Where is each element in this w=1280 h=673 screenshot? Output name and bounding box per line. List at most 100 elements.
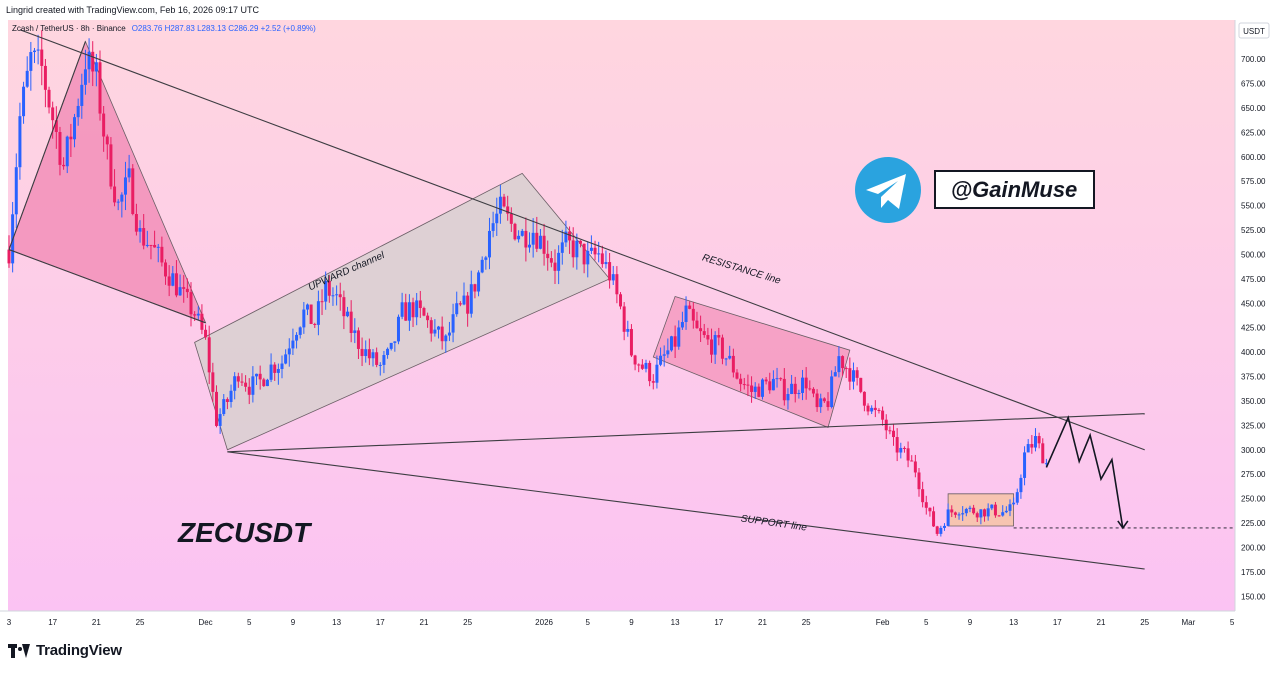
y-tick-label: 400.00 xyxy=(1241,348,1266,357)
candle-body xyxy=(160,246,164,263)
trendline xyxy=(227,413,1145,453)
x-tick-label: 25 xyxy=(802,618,811,627)
trendline xyxy=(19,29,1145,451)
candle-body xyxy=(979,509,983,518)
candle-body xyxy=(371,352,375,359)
candle-body xyxy=(699,328,703,332)
candle-body xyxy=(240,381,244,383)
trendline xyxy=(8,249,206,324)
x-tick-label: 9 xyxy=(291,618,296,627)
candle-body xyxy=(542,235,546,254)
x-tick-label: 21 xyxy=(1097,618,1106,627)
candle-body xyxy=(870,407,874,412)
candle-body xyxy=(207,337,211,373)
candle-body xyxy=(986,508,990,517)
candle-body xyxy=(549,258,553,263)
candle-body xyxy=(280,363,284,369)
candle-body xyxy=(615,274,619,295)
candle-body xyxy=(666,350,670,355)
candle-body xyxy=(1044,463,1048,465)
candle-body xyxy=(422,308,426,316)
candle-body xyxy=(316,301,320,325)
candle-body xyxy=(790,383,794,394)
brand-name: TradingView xyxy=(36,642,122,659)
candle-body xyxy=(502,196,506,207)
tradingview-logo[interactable]: TradingView xyxy=(8,642,122,659)
y-tick-label: 550.00 xyxy=(1241,202,1266,211)
social-badge[interactable]: @GainMuse xyxy=(855,157,1095,223)
candle-body xyxy=(953,512,957,515)
candle-body xyxy=(950,509,954,513)
candle-body xyxy=(1019,477,1023,493)
candle-body xyxy=(669,336,673,351)
candle-body xyxy=(455,303,459,315)
candle-body xyxy=(433,329,437,334)
y-tick-label: 450.00 xyxy=(1241,299,1266,308)
candle-body xyxy=(353,330,357,333)
symbol-line: Zcash / TetherUS · 8h · Binance O283.76 H… xyxy=(12,24,316,33)
candle-body xyxy=(531,232,535,245)
candle-body xyxy=(236,376,240,382)
candle-body xyxy=(673,336,677,347)
candle-body xyxy=(819,398,823,408)
candle-body xyxy=(378,364,382,366)
candle-body xyxy=(440,326,444,342)
x-tick-label: 5 xyxy=(1230,618,1235,627)
x-tick-label: 9 xyxy=(968,618,973,627)
candle-body xyxy=(138,228,142,232)
candle-body xyxy=(753,386,757,392)
trendline xyxy=(8,41,86,250)
candle-body xyxy=(538,235,542,249)
candle-body xyxy=(451,314,455,333)
candle-body xyxy=(771,378,775,391)
candle-body xyxy=(265,379,269,387)
x-tick-label: 17 xyxy=(1053,618,1062,627)
candle-body xyxy=(757,386,761,397)
x-tick-label: 17 xyxy=(714,618,723,627)
candle-body xyxy=(881,410,885,420)
y-tick-label: 150.00 xyxy=(1241,592,1266,601)
candle-body xyxy=(123,177,127,195)
price-axis[interactable] xyxy=(1235,20,1280,632)
candle-body xyxy=(578,240,582,244)
candle-body xyxy=(691,308,695,321)
candle-body xyxy=(462,295,466,305)
candle-body xyxy=(906,448,910,461)
candle-body xyxy=(826,401,830,408)
candle-body xyxy=(651,381,655,383)
candle-body xyxy=(873,407,877,411)
candle-body xyxy=(586,250,590,265)
candle-body xyxy=(924,502,928,508)
candle-body xyxy=(564,231,568,243)
candle-body xyxy=(895,437,899,453)
candle-body xyxy=(58,132,62,165)
candle-body xyxy=(742,384,746,386)
candle-body xyxy=(127,168,131,178)
candle-body xyxy=(469,284,473,314)
candle-body xyxy=(447,332,451,336)
candle-body xyxy=(276,368,280,373)
time-axis[interactable] xyxy=(0,611,1235,632)
candle-body xyxy=(167,276,171,286)
candle-body xyxy=(247,386,251,395)
candle-body xyxy=(775,378,779,380)
candle-body xyxy=(582,243,586,265)
candle-body xyxy=(560,242,564,253)
candle-body xyxy=(43,65,47,90)
y-tick-label: 175.00 xyxy=(1241,568,1266,577)
candle-body xyxy=(993,504,997,516)
candle-body xyxy=(935,526,939,534)
candle-body xyxy=(804,377,808,389)
candle-body xyxy=(892,430,896,438)
x-tick-label: 25 xyxy=(136,618,145,627)
candle-body xyxy=(415,300,419,318)
candle-body xyxy=(367,349,371,359)
candle-body xyxy=(972,507,976,514)
candle-body xyxy=(622,306,626,332)
candle-body xyxy=(214,391,218,426)
candle-body xyxy=(808,388,812,390)
candle-body xyxy=(917,472,921,490)
candle-body xyxy=(640,364,644,369)
